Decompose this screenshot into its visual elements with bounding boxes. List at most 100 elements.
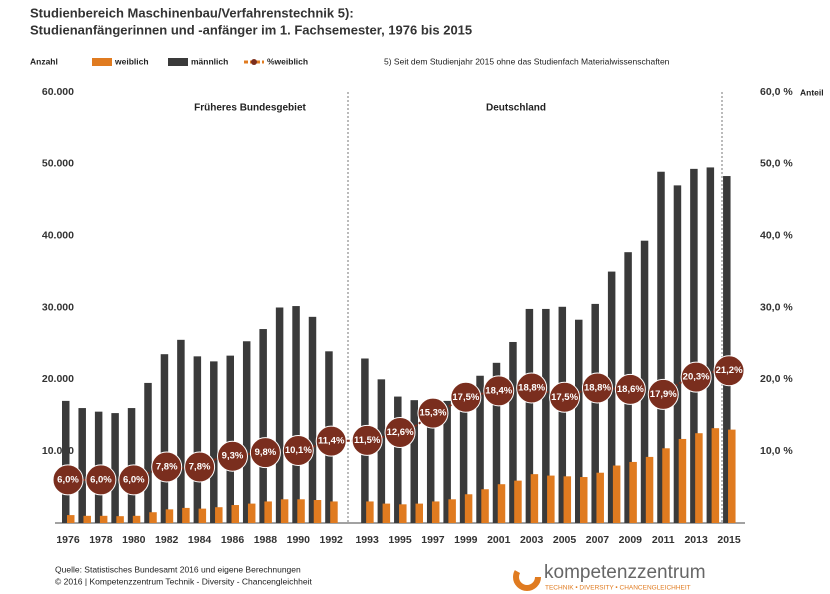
bar — [640, 240, 649, 523]
x-tick-label: 1978 — [89, 534, 113, 546]
bar — [198, 508, 207, 523]
bar — [542, 308, 550, 523]
data-point: 6,0% — [85, 464, 117, 496]
bar — [149, 512, 157, 523]
data-label: 6,0% — [57, 474, 79, 485]
bar — [459, 386, 468, 523]
point-marker — [516, 372, 548, 404]
bar — [426, 404, 435, 523]
bar — [695, 433, 703, 523]
bar — [723, 176, 731, 524]
y2-tick-label: 30,0 % — [760, 301, 793, 313]
bar — [690, 168, 698, 523]
bar — [448, 499, 456, 523]
data-label: 18,6% — [617, 384, 644, 395]
data-point: 11,4% — [315, 425, 347, 457]
x-tick-label: 1982 — [155, 534, 179, 546]
bar — [509, 341, 517, 523]
bar — [280, 499, 289, 523]
data-point: 11,5% — [351, 424, 383, 456]
bar — [596, 472, 604, 523]
bar — [231, 505, 239, 523]
bar — [394, 396, 402, 523]
bar — [431, 501, 440, 523]
data-label: 7,8% — [156, 461, 178, 472]
bar — [264, 501, 272, 523]
bar — [116, 516, 124, 523]
x-tick-label: 2009 — [619, 534, 643, 546]
y2-tick-label: 10,0 % — [760, 445, 793, 457]
data-point: 20,3% — [680, 361, 712, 393]
bar — [165, 509, 174, 523]
point-marker — [217, 440, 248, 472]
data-point: 18,4% — [483, 375, 515, 407]
data-label: 17,5% — [452, 392, 479, 403]
data-label: 15,3% — [419, 408, 446, 419]
bar — [575, 319, 583, 523]
point-marker — [151, 451, 183, 483]
x-tick-label: 1984 — [188, 534, 212, 546]
data-label: 7,8% — [189, 461, 211, 472]
point-marker — [450, 381, 482, 413]
data-point: 15,3% — [417, 397, 449, 429]
bar — [728, 429, 736, 523]
point-marker — [417, 397, 449, 429]
logo: kompetenzzentrum TECHNIK • DIVERSITY • C… — [513, 562, 706, 592]
bar — [330, 501, 338, 523]
bar — [226, 355, 234, 523]
bar — [558, 306, 567, 523]
bar — [481, 489, 489, 523]
bar — [160, 354, 169, 523]
point-marker — [614, 373, 646, 405]
data-label: 17,9% — [650, 389, 677, 400]
footnote: 5) Seit dem Studienjahr 2015 ohne das St… — [384, 56, 670, 66]
data-point: 9,3% — [217, 440, 248, 472]
x-tick-label: 2007 — [586, 534, 610, 546]
bar — [657, 171, 665, 524]
point-marker — [315, 425, 347, 457]
x-tick-label: 1995 — [388, 534, 412, 546]
bar — [492, 362, 501, 523]
chart-subtitle: Studienanfängerinnen und -anfänger im 1.… — [30, 22, 472, 37]
bar — [182, 507, 190, 523]
data-point: 18,6% — [614, 373, 646, 405]
bar — [78, 408, 86, 523]
bar — [530, 474, 539, 523]
bar — [410, 400, 418, 523]
bar — [62, 400, 70, 523]
point-marker — [384, 416, 416, 448]
data-label: 21,2% — [716, 365, 743, 376]
bar — [313, 500, 322, 523]
bar — [497, 484, 506, 523]
bar — [308, 316, 317, 523]
x-tick-label: 1999 — [454, 534, 478, 546]
bar — [415, 503, 423, 523]
data-point: 21,2% — [713, 355, 745, 387]
data-label: 9,8% — [255, 447, 277, 458]
chart-title: Studienbereich Maschinenbau/Verfahrenste… — [30, 5, 354, 20]
point-marker — [52, 464, 84, 496]
annotation: Früheres Bundesgebiet — [194, 103, 306, 114]
data-label: 18,4% — [485, 385, 512, 396]
point-marker — [184, 451, 216, 483]
legend-label: %weiblich — [267, 56, 308, 66]
annotation: Deutschland — [486, 103, 546, 114]
bar — [514, 480, 522, 523]
data-point: 9,8% — [249, 437, 281, 469]
bar — [711, 428, 720, 523]
bar — [706, 167, 715, 524]
legend-label: männlich — [191, 56, 228, 66]
data-point: 6,0% — [52, 464, 84, 496]
bar — [443, 400, 451, 523]
x-tick-label: 2005 — [553, 534, 577, 546]
data-point: 7,8% — [151, 451, 183, 483]
x-tick-label: 2003 — [520, 534, 544, 546]
y2-axis-label: Anteil — [800, 87, 824, 97]
bar — [67, 515, 75, 523]
bar — [580, 477, 588, 523]
bar — [591, 303, 599, 523]
data-point: 6,0% — [118, 464, 150, 496]
point-marker — [85, 464, 117, 496]
point-marker — [483, 375, 515, 407]
